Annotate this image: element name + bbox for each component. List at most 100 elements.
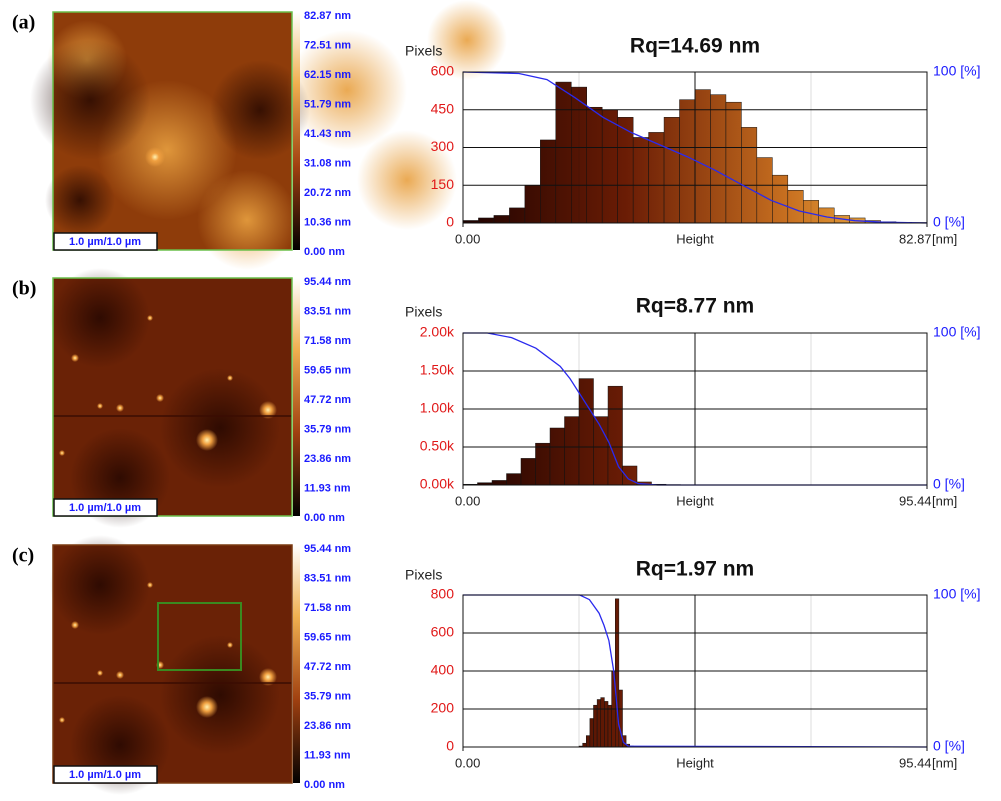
image-texture — [160, 635, 280, 755]
histogram-bar — [710, 95, 725, 223]
histogram-bar — [664, 117, 679, 223]
panel-label: (a) — [12, 12, 35, 34]
x-unit: [nm] — [932, 493, 957, 508]
afm-image — [50, 268, 300, 528]
histogram-bar — [494, 215, 510, 223]
y-tick-label: 600 — [431, 624, 455, 640]
y-tick-label: 450 — [431, 100, 455, 116]
y2-tick-label: 100 [%] — [933, 63, 980, 79]
image-spot — [116, 404, 124, 412]
colorbar-tick-label: 11.93 nm — [304, 749, 351, 761]
colorbar-tick-label: 71.58 nm — [304, 335, 351, 347]
histogram-bar — [587, 107, 602, 223]
scale-label: 1.0 µm/1.0 µm — [69, 769, 141, 781]
colorbar-tick-label: 0.00 nm — [304, 512, 345, 524]
image-texture — [197, 170, 297, 270]
colorbar-tick-label: 62.15 nm — [304, 69, 351, 81]
panel-label: (c) — [12, 545, 34, 567]
x-tick-label: 82.87 — [899, 231, 932, 246]
histogram-bar — [492, 480, 506, 485]
histogram-bar — [772, 175, 787, 223]
x-unit: [nm] — [932, 755, 957, 770]
afm-image — [50, 535, 300, 795]
image-texture — [50, 535, 150, 635]
histogram-bar — [602, 110, 617, 223]
colorbar-tick-label: 82.87 nm — [304, 10, 351, 22]
histogram-bar — [540, 140, 555, 223]
y2-tick-label: 0 [%] — [933, 738, 965, 754]
histogram-bar — [509, 208, 524, 223]
colorbar — [293, 278, 300, 516]
histogram-bar — [680, 100, 696, 223]
image-spot — [116, 671, 124, 679]
y-tick-label: 800 — [431, 586, 455, 602]
colorbar-tick-label: 72.51 nm — [304, 39, 351, 51]
image-texture — [160, 368, 280, 488]
histogram-bar — [583, 743, 587, 747]
x-tick-label: 0.00 — [455, 755, 480, 770]
y-axis-label: Pixels — [405, 304, 442, 320]
histogram-bar — [556, 82, 572, 223]
y-tick-label: 0.00k — [420, 476, 455, 492]
colorbar-tick-label: 0.00 nm — [304, 246, 345, 258]
x-tick-label: 0.00 — [455, 231, 480, 246]
colorbar-tick-label: 95.44 nm — [304, 543, 351, 555]
y2-tick-label: 0 [%] — [933, 214, 965, 230]
y-axis-label: Pixels — [405, 43, 442, 59]
image-spot — [71, 354, 79, 362]
histogram-bar — [608, 705, 612, 747]
y-tick-label: 400 — [431, 662, 455, 678]
x-tick-label: 0.00 — [455, 493, 480, 508]
colorbar-tick-label: 71.58 nm — [304, 602, 351, 614]
histogram-bar — [788, 190, 803, 223]
panel-label: (b) — [12, 278, 36, 300]
histogram-bar — [565, 417, 579, 485]
image-spot — [227, 375, 233, 381]
image-spot — [147, 582, 153, 588]
colorbar-tick-label: 51.79 nm — [304, 98, 351, 110]
image-spot — [97, 670, 103, 676]
scale-label: 1.0 µm/1.0 µm — [69, 236, 141, 248]
colorbar-tick-label: 83.51 nm — [304, 305, 351, 317]
y2-tick-label: 100 [%] — [933, 324, 980, 340]
colorbar-tick-label: 59.65 nm — [304, 631, 351, 643]
colorbar-tick-label: 35.79 nm — [304, 690, 351, 702]
histogram-bar — [525, 185, 540, 223]
image-spot — [97, 403, 103, 409]
y-tick-label: 300 — [431, 138, 455, 154]
histogram-bar — [757, 158, 773, 223]
y-tick-label: 1.00k — [420, 400, 455, 416]
colorbar-tick-label: 20.72 nm — [304, 187, 351, 199]
y-axis-label: Pixels — [405, 567, 442, 583]
colorbar-tick-label: 11.93 nm — [304, 482, 351, 494]
y-tick-label: 2.00k — [420, 324, 455, 340]
histogram-bar — [507, 474, 521, 485]
chart-title: Rq=14.69 nm — [630, 35, 760, 58]
image-texture — [45, 165, 115, 235]
image-spot — [196, 696, 218, 718]
colorbar-tick-label: 41.43 nm — [304, 128, 351, 140]
histogram-bar — [579, 379, 593, 485]
histogram-bar — [521, 458, 535, 485]
panel: (a) 1.0 µm/1.0 µm 82.87 nm 72.51 nm 62.15 nm… — [12, 0, 980, 270]
image-texture — [30, 40, 150, 160]
colorbar-tick-label: 35.79 nm — [304, 423, 351, 435]
image-spot — [196, 429, 218, 451]
y-tick-label: 1.50k — [420, 362, 455, 378]
colorbar-tick-label: 31.08 nm — [304, 157, 351, 169]
y-tick-label: 200 — [431, 700, 455, 716]
chart-title: Rq=8.77 nm — [636, 295, 754, 318]
x-axis-label: Height — [676, 231, 714, 246]
colorbar — [293, 12, 300, 250]
afm-image — [30, 0, 507, 270]
image-texture — [50, 268, 150, 368]
colorbar-tick-label: 10.36 nm — [304, 216, 351, 228]
histogram-bar — [601, 698, 605, 747]
image-spot — [59, 717, 65, 723]
colorbar-tick-label: 23.86 nm — [304, 453, 351, 465]
image-spot — [71, 621, 79, 629]
y-tick-label: 150 — [431, 176, 455, 192]
colorbar — [293, 545, 300, 783]
